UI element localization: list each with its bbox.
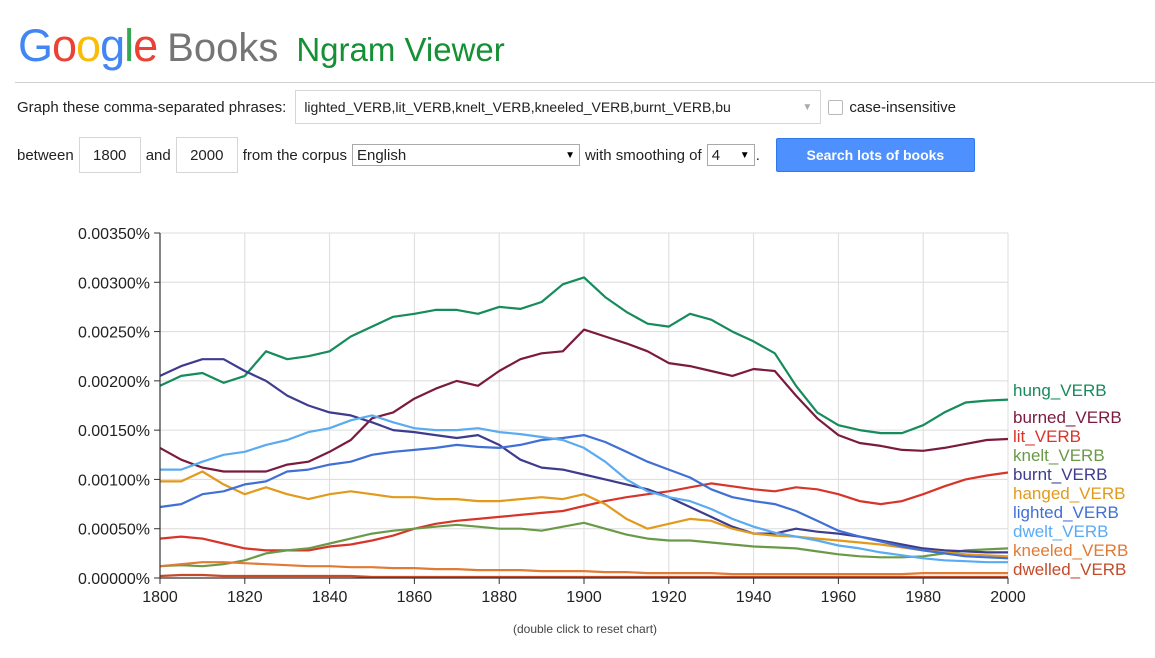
logo-letter: l — [124, 20, 134, 71]
options-row: between 1800 and 2000 from the corpus En… — [17, 137, 975, 173]
case-insensitive-label[interactable]: case-insensitive — [849, 98, 957, 116]
y-tick-label: 0.00250% — [78, 325, 150, 342]
ngram-chart[interactable]: 0.00000% 0.00050% 0.00100% 0.00150% 0.00200%… — [0, 200, 1155, 620]
smoothing-select[interactable]: 4 ▼ — [706, 144, 755, 166]
series-line-knelt_VERB[interactable] — [159, 521, 1009, 568]
legend-label[interactable]: burned_VERB — [1013, 408, 1122, 427]
x-tick-label: 1960 — [821, 589, 857, 606]
chevron-down-icon: ▼ — [565, 149, 575, 161]
start-year-input[interactable]: 1800 — [78, 137, 141, 173]
logo-letter: e — [133, 20, 158, 71]
books-logo-text[interactable]: Books — [167, 26, 279, 70]
between-label: between — [17, 146, 74, 164]
y-tick-label: 0.00000% — [78, 571, 150, 588]
chevron-down-icon: ▼ — [739, 149, 750, 161]
end-year-input[interactable]: 2000 — [175, 137, 238, 173]
logo-letter: o — [52, 20, 77, 71]
reset-chart-note: (double click to reset chart) — [512, 622, 658, 636]
chart-series — [159, 276, 1009, 579]
period-text: . — [755, 146, 760, 164]
series-line-hanged_VERB[interactable] — [160, 470, 1009, 558]
and-label: and — [145, 146, 171, 164]
app-title: Ngram Viewer — [296, 31, 505, 68]
y-tick-label: 0.00100% — [78, 472, 150, 489]
corpus-label: from the corpus — [242, 146, 347, 164]
x-tick-label: 2000 — [990, 589, 1026, 606]
search-button[interactable]: Search lots of books — [775, 138, 975, 172]
legend-label[interactable]: knelt_VERB — [1013, 446, 1105, 465]
x-tick-label: 1940 — [736, 589, 772, 606]
case-insensitive-checkbox[interactable] — [828, 99, 844, 115]
phrases-value: lighted_VERB,lit_VERB,knelt_VERB,kneeled… — [304, 99, 731, 115]
series-line-lighted_VERB[interactable] — [159, 434, 1009, 560]
x-tick-label: 1860 — [397, 589, 433, 606]
chart-grid — [159, 232, 1009, 579]
legend-label[interactable]: dwelled_VERB — [1013, 560, 1126, 579]
y-tick-label: 0.00350% — [78, 226, 150, 243]
logo-letter: g — [100, 20, 125, 71]
legend-label[interactable]: lit_VERB — [1013, 427, 1081, 446]
phrases-label: Graph these comma-separated phrases: — [17, 98, 287, 116]
y-tick-label: 0.00300% — [78, 275, 150, 292]
x-tick-label: 1820 — [227, 589, 263, 606]
series-line-hung_VERB[interactable] — [159, 276, 1009, 435]
x-tick-label: 1980 — [905, 589, 941, 606]
smoothing-label: with smoothing of — [584, 146, 702, 164]
x-tick-label: 1840 — [312, 589, 348, 606]
site-header: Google Books Ngram Viewer — [18, 20, 505, 76]
series-line-dwelt_VERB[interactable] — [160, 414, 1008, 564]
logo-letter: G — [18, 20, 53, 71]
series-line-dwelled_VERB[interactable] — [159, 573, 1008, 579]
legend-label[interactable]: hung_VERB — [1013, 381, 1107, 400]
corpus-value: English — [356, 146, 407, 164]
x-tick-label: 1800 — [142, 589, 178, 606]
x-tick-label: 1880 — [481, 589, 517, 606]
x-tick-label: 1920 — [651, 589, 687, 606]
smoothing-value: 4 — [711, 146, 721, 164]
series-line-kneeled_VERB[interactable] — [159, 561, 1008, 576]
google-logo[interactable]: Google — [18, 20, 158, 72]
y-tick-label: 0.00050% — [78, 522, 150, 539]
phrases-row: Graph these comma-separated phrases: lig… — [17, 89, 956, 125]
series-line-lit_VERB[interactable] — [159, 471, 1009, 552]
series-line-burned_VERB[interactable] — [159, 328, 1009, 473]
y-tick-label: 0.00200% — [78, 374, 150, 391]
y-tick-label: 0.00150% — [78, 423, 150, 440]
header-divider — [15, 82, 1155, 83]
x-tick-label: 1900 — [566, 589, 602, 606]
legend-label[interactable]: dwelt_VERB — [1013, 522, 1108, 541]
legend-label[interactable]: hanged_VERB — [1013, 484, 1125, 503]
legend-label[interactable]: kneeled_VERB — [1013, 541, 1128, 560]
corpus-select[interactable]: English ▼ — [351, 144, 580, 166]
legend-label[interactable]: burnt_VERB — [1013, 465, 1108, 484]
chart-axes: 0.00000% 0.00050% 0.00100% 0.00150% 0.00200%… — [78, 226, 1026, 606]
chart-legend: hung_VERB burned_VERBlit_VERBknelt_VERBbu… — [1013, 381, 1128, 579]
legend-label[interactable]: lighted_VERB — [1013, 503, 1119, 522]
phrases-input[interactable]: lighted_VERB,lit_VERB,knelt_VERB,kneeled… — [295, 90, 822, 124]
logo-letter: o — [76, 20, 101, 71]
dropdown-arrow-icon: ▼ — [802, 101, 813, 113]
